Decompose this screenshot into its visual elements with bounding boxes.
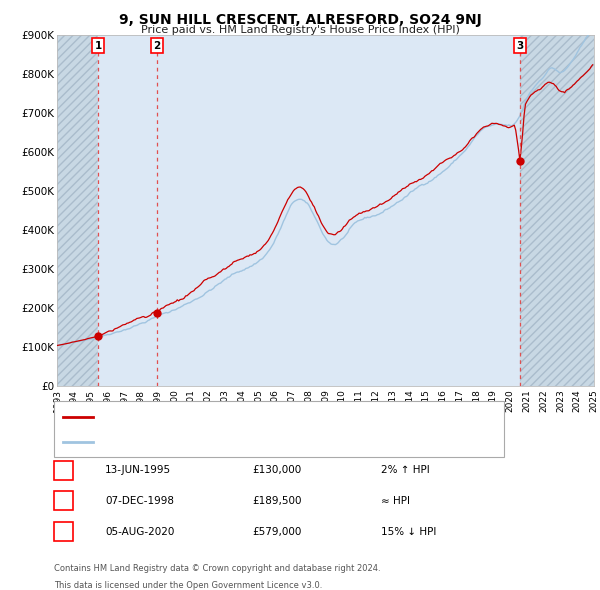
Text: This data is licensed under the Open Government Licence v3.0.: This data is licensed under the Open Gov…: [54, 581, 322, 589]
Text: Contains HM Land Registry data © Crown copyright and database right 2024.: Contains HM Land Registry data © Crown c…: [54, 564, 380, 573]
Text: £579,000: £579,000: [252, 527, 301, 536]
Text: 2: 2: [60, 496, 67, 506]
Text: £189,500: £189,500: [252, 496, 302, 506]
Text: 3: 3: [60, 527, 67, 536]
Text: £130,000: £130,000: [252, 466, 301, 475]
Text: HPI: Average price, detached house, Winchester: HPI: Average price, detached house, Winc…: [99, 437, 350, 447]
Text: Price paid vs. HM Land Registry's House Price Index (HPI): Price paid vs. HM Land Registry's House …: [140, 25, 460, 35]
Text: 1: 1: [60, 466, 67, 475]
Bar: [157, 35, 520, 386]
Text: 07-DEC-1998: 07-DEC-1998: [105, 496, 174, 506]
Text: 1: 1: [95, 41, 102, 51]
Bar: [57, 35, 98, 386]
Text: 2: 2: [154, 41, 161, 51]
Text: 13-JUN-1995: 13-JUN-1995: [105, 466, 171, 475]
Bar: [57, 35, 98, 386]
Text: 9, SUN HILL CRESCENT, ALRESFORD, SO24 9NJ (detached house): 9, SUN HILL CRESCENT, ALRESFORD, SO24 9N…: [99, 412, 437, 422]
Text: 3: 3: [516, 41, 524, 51]
Bar: [520, 35, 594, 386]
Text: 15% ↓ HPI: 15% ↓ HPI: [381, 527, 436, 536]
Bar: [98, 35, 157, 386]
Text: 9, SUN HILL CRESCENT, ALRESFORD, SO24 9NJ: 9, SUN HILL CRESCENT, ALRESFORD, SO24 9N…: [119, 13, 481, 27]
Text: 05-AUG-2020: 05-AUG-2020: [105, 527, 175, 536]
Text: ≈ HPI: ≈ HPI: [381, 496, 410, 506]
Bar: [520, 35, 594, 386]
Text: 2% ↑ HPI: 2% ↑ HPI: [381, 466, 430, 475]
